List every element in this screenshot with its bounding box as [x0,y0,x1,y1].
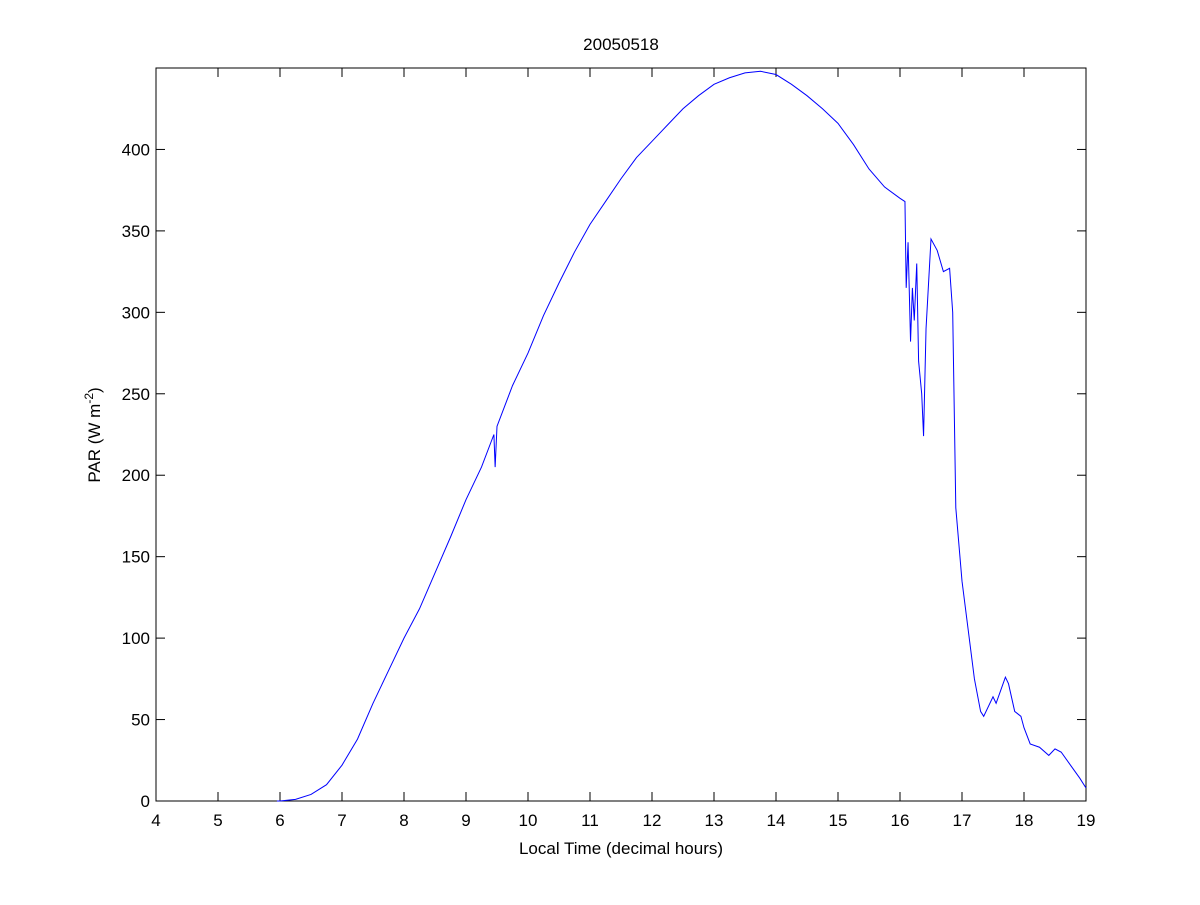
y-tick-label: 400 [122,140,150,159]
y-tick-label: 300 [122,303,150,322]
y-axis-label: PAR (W m-2) [82,387,104,482]
x-tick-label: 7 [337,811,346,830]
x-tick-label: 12 [643,811,662,830]
x-axis-label: Local Time (decimal hours) [519,839,723,858]
y-tick-label: 150 [122,548,150,567]
x-tick-label: 13 [705,811,724,830]
x-tick-label: 17 [953,811,972,830]
x-tick-label: 8 [399,811,408,830]
x-tick-label: 18 [1015,811,1034,830]
x-tick-label: 11 [581,811,599,830]
y-tick-label: 50 [131,711,150,730]
x-tick-label: 5 [213,811,222,830]
y-label-superscript: -2 [82,393,96,404]
chart-title: 20050518 [583,35,659,54]
x-tick-label: 14 [767,811,786,830]
y-tick-label: 100 [122,629,150,648]
x-tick-label: 6 [275,811,284,830]
x-tick-label: 4 [151,811,160,830]
y-tick-label: 0 [141,792,150,811]
data-line [276,70,1087,802]
x-tick-label: 16 [891,811,910,830]
y-label-text: PAR (W m [85,404,104,483]
y-tick-label: 250 [122,385,150,404]
x-tick-label: 10 [519,811,538,830]
x-tick-label: 15 [829,811,848,830]
x-tick-label: 19 [1077,811,1096,830]
y-tick-label: 200 [122,466,150,485]
plot-frame [155,67,1087,802]
y-tick-label: 350 [122,222,150,241]
y-label-suffix: ) [85,387,104,393]
x-tick-label: 9 [461,811,470,830]
